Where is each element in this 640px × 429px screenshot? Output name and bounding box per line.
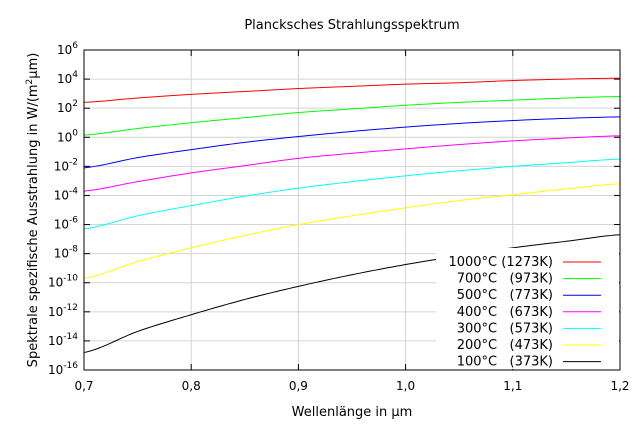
x-tick-label: 1,1	[503, 379, 522, 393]
plot-frame	[83, 49, 621, 371]
y-tick-label-exponent: -10	[63, 274, 78, 284]
legend-label-5: 200°C (473K)	[457, 338, 553, 353]
y-tick-label-exponent: -12	[63, 303, 78, 313]
y-tick-label-exponent: -8	[69, 245, 78, 255]
y-tick-label-base: 10	[54, 218, 69, 232]
legend-label-6: 100°C (373K)	[457, 355, 553, 370]
legend-label-3: 400°C (673K)	[457, 305, 553, 320]
legend-label-0: 1000°C (1273K)	[448, 255, 553, 270]
tick-label-layer: 0,7 0,8 0,9 1,0 1,1 1,210610410210010-210-410…	[48, 41, 630, 393]
x-tick-label: 0,7	[74, 379, 93, 393]
y-tick-label-exponent: -16	[63, 361, 78, 371]
y-tick-label: 10-2	[54, 157, 78, 173]
legend-label-4: 300°C (573K)	[457, 321, 553, 336]
y-tick-label-exponent: -14	[63, 332, 78, 342]
y-axis-title-main: Spektrale spezifische Ausstrahlung in W/…	[26, 84, 41, 367]
y-tick-label-base: 10	[57, 130, 72, 144]
x-tick-label: 1,2	[610, 379, 629, 393]
series-line-2	[83, 116, 621, 169]
curve-layer	[83, 77, 621, 354]
series-line-4	[83, 158, 621, 230]
y-axis-title-sup: 2	[25, 79, 35, 85]
y-tick-label-base: 10	[57, 101, 72, 115]
legend-label-1: 700°C (973K)	[457, 272, 553, 287]
y-tick-label-exponent: 0	[72, 128, 78, 138]
legend: 1000°C (1273K) 700°C (973K)500°C (773K) 40…	[436, 248, 619, 370]
y-tick-label-exponent: -2	[69, 157, 78, 167]
x-axis-title: Wellenlänge in µm	[292, 405, 413, 420]
legend-background	[436, 248, 619, 369]
y-tick-label: 10-6	[54, 216, 79, 232]
y-tick-label-exponent: 4	[72, 70, 78, 80]
y-tick-label-exponent: -4	[69, 186, 78, 196]
y-tick-label-base: 10	[48, 276, 63, 290]
y-tick-label-base: 10	[57, 72, 72, 86]
y-tick-label-base: 10	[54, 247, 69, 261]
y-tick-label: 10-14	[48, 332, 78, 348]
y-tick-label: 10-8	[54, 245, 79, 261]
y-tick-label: 10-10	[48, 274, 78, 290]
y-tick-label-base: 10	[48, 363, 63, 377]
y-tick-label: 106	[57, 41, 78, 57]
y-tick-label: 104	[57, 70, 78, 86]
series-line-3	[83, 135, 621, 192]
y-tick-label: 102	[57, 99, 78, 115]
y-tick-label-base: 10	[54, 159, 69, 173]
series-line-0	[83, 77, 621, 103]
y-axis-title-unit: µm)	[26, 53, 41, 79]
chart-title: Plancksches Strahlungsspektrum	[244, 18, 459, 33]
y-tick-label-exponent: 2	[72, 99, 78, 109]
y-tick-label-base: 10	[48, 305, 63, 319]
y-tick-label: 10-4	[54, 186, 79, 202]
y-tick-label: 10-12	[48, 303, 78, 319]
y-tick-label: 10-16	[48, 361, 78, 377]
y-tick-label-base: 10	[54, 188, 69, 202]
y-tick-label-exponent: 6	[72, 41, 78, 51]
x-tick-label: 0,9	[289, 379, 308, 393]
x-tick-label: 0,8	[182, 379, 201, 393]
y-axis-title: Spektrale spezifische Ausstrahlung in W/…	[25, 53, 41, 368]
y-tick-label: 100	[57, 128, 78, 144]
x-tick-label: 1,0	[396, 379, 415, 393]
y-tick-label-base: 10	[48, 334, 63, 348]
series-line-5	[83, 183, 621, 279]
legend-label-2: 500°C (773K)	[457, 288, 553, 303]
y-tick-label-exponent: -6	[69, 216, 78, 226]
y-tick-label-base: 10	[57, 43, 72, 57]
series-line-6	[83, 234, 621, 354]
series-line-1	[83, 96, 621, 136]
